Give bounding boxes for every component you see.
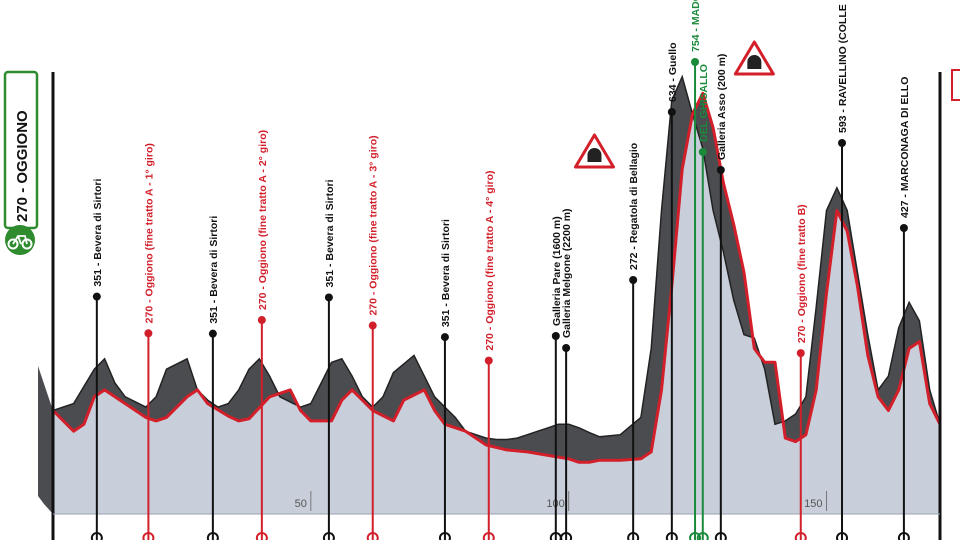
profile-areas (38, 74, 942, 515)
label-dot (440, 333, 449, 342)
label-dot (257, 316, 266, 325)
markers (573, 40, 775, 169)
label-dot (838, 139, 847, 147)
label-dot (629, 276, 638, 284)
start-badge: 270 - OGGIONO (3, 70, 39, 255)
point-label: 351 - Bevera di Sirtori (440, 219, 452, 327)
profile-line-lower (51, 91, 942, 464)
point-label: 593 - RAVELLINO (COLLE (837, 4, 849, 133)
point-label: 351 - Bevera di Sirtori (208, 216, 220, 324)
bicycle-wheel (21, 238, 33, 250)
label-dot (667, 108, 676, 116)
bicycle-frame (12, 235, 28, 245)
label-dot (691, 58, 700, 66)
label-dot (796, 349, 805, 358)
label-dot (484, 356, 493, 365)
point-label: Galleria Pare (1600 m) (551, 216, 563, 326)
point-label: 427 - MARCONAGA DI ELLO (899, 77, 911, 218)
profile-band-dark (53, 76, 940, 463)
label-dot (551, 332, 560, 340)
chart-frame (51, 69, 960, 540)
point-label: 351 - Bevera di Sirtori (324, 179, 336, 287)
point-label: 270 - Oggiono (fine tratto A - 3° giro) (368, 135, 380, 315)
point-label: 634 - Guello (667, 42, 679, 102)
point-label: 270 - Oggiono (fine tratto A - 4° giro) (484, 170, 496, 350)
bicycle-wheel (7, 238, 19, 250)
point-label: 270 - Oggiono (fine tratto A - 2° giro) (257, 130, 269, 310)
label-dot (562, 344, 571, 352)
x-tick-label: 150 (804, 498, 822, 510)
tunnel-symbol (587, 148, 602, 162)
label-dot (716, 166, 725, 174)
point-label: 754 - MADONNA (690, 0, 702, 52)
label-dot (92, 292, 101, 301)
label-dot (324, 293, 333, 302)
label-dot (144, 329, 153, 338)
label-dot (698, 148, 707, 156)
point-label: Galleria Melgone (2200 m) (561, 208, 573, 338)
finish-badge-edge (951, 69, 960, 101)
point-label: 270 - Oggiono (fine tratto A - 1° giro) (143, 143, 155, 323)
x-tick-label: 50 (295, 498, 307, 510)
point-label: 270 - Oggiono (fine tratto B) (796, 204, 808, 343)
point-label: Galleria Asso (200 m) (716, 54, 728, 160)
start-wedge (38, 366, 53, 514)
point-labels: 351 - Bevera di Sirtori 270 - Oggiono (fi… (90, 0, 911, 544)
point-label: DEL GHISALLO (698, 64, 710, 142)
start-label: 270 - OGGIONO (14, 110, 31, 222)
label-dot (368, 321, 377, 330)
tunnel-symbol (747, 55, 762, 69)
profile-line-upper (52, 74, 941, 441)
point-label: 351 - Bevera di Sirtori (92, 179, 104, 287)
label-dot (899, 224, 908, 232)
point-label: 272 - Regatola di Bellagio (628, 143, 640, 270)
label-dot (208, 329, 217, 338)
